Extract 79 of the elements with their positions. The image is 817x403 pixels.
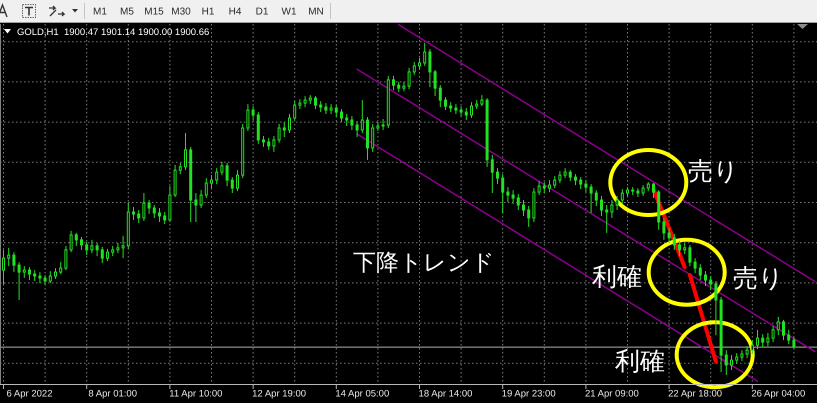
- candlestick: [184, 132, 187, 171]
- candlestick: [434, 69, 437, 97]
- text: H4: [228, 6, 242, 18]
- x-tick-label: 8 Apr 01:00: [88, 388, 138, 400]
- x-tick-label: 21 Apr 09:00: [584, 388, 639, 400]
- x-tick-label: 18 Apr 14:00: [418, 388, 472, 400]
- candlestick: [590, 184, 593, 214]
- candlestick: [122, 235, 125, 259]
- candlestick: [496, 168, 499, 185]
- candlestick: [18, 262, 21, 300]
- candlestick: [428, 48, 432, 88]
- candlestick: [142, 192, 146, 222]
- candlestick: [724, 350, 728, 376]
- text: M30: [171, 6, 192, 18]
- text: M1: [93, 6, 108, 18]
- candlestick: [90, 239, 94, 254]
- candlestick: [766, 332, 770, 347]
- candlestick: [158, 208, 161, 222]
- candlestick: [527, 206, 530, 228]
- candlestick: [506, 186, 510, 203]
- text: MN: [308, 6, 324, 18]
- candlestick: [423, 42, 426, 66]
- candlestick: [96, 242, 99, 257]
- candlestick: [787, 329, 790, 345]
- text: D1: [256, 6, 269, 18]
- candlestick: [126, 202, 130, 250]
- candlestick: [22, 266, 26, 279]
- candlestick: [356, 120, 359, 138]
- text: H1: [202, 6, 215, 18]
- candlestick: [720, 296, 723, 373]
- x-tick-label: 12 Apr 19:00: [252, 388, 306, 400]
- candlestick: [2, 249, 5, 286]
- candlestick: [600, 196, 603, 216]
- candlestick: [189, 146, 192, 222]
- chart-title: GOLD,H1 1900.47 1901.14 1900.00 1900.66: [17, 27, 210, 38]
- candlestick: [678, 240, 681, 257]
- x-tick-label: 14 Apr 05:00: [335, 388, 390, 400]
- candlestick: [438, 84, 442, 108]
- candlestick: [662, 217, 666, 240]
- candlestick: [490, 154, 494, 194]
- candlestick: [605, 204, 608, 234]
- candlestick: [683, 242, 686, 255]
- x-tick-label: 26 Apr 04:00: [751, 388, 806, 400]
- text: M5: [120, 6, 134, 18]
- candlestick: [168, 186, 172, 222]
- text: W1: [282, 6, 297, 18]
- candlestick: [501, 174, 504, 214]
- candlestick: [345, 114, 348, 126]
- candlestick: [704, 270, 707, 287]
- candlestick: [7, 247, 10, 267]
- annotation: 下降トレンド: [353, 249, 495, 275]
- x-tick-label: 6 Apr 2022: [6, 388, 52, 400]
- candlestick: [776, 316, 780, 336]
- x-tick-label: 19 Apr 23:00: [502, 388, 556, 400]
- candlestick: [512, 190, 515, 205]
- candlestick: [610, 200, 614, 218]
- candlestick: [382, 118, 385, 130]
- candlestick: [714, 280, 718, 336]
- candlestick: [730, 354, 733, 371]
- candlestick: [709, 276, 712, 291]
- candlestick: [210, 174, 213, 189]
- annotation: 利確: [592, 263, 642, 291]
- candlestick: [366, 116, 369, 160]
- candlestick: [272, 135, 276, 152]
- text: M15: [144, 6, 164, 18]
- candlestick: [668, 227, 671, 244]
- x-tick-label: 11 Apr 10:00: [169, 388, 222, 400]
- candlestick: [282, 122, 286, 138]
- candlestick: [12, 252, 16, 273]
- annotation: 利確: [615, 348, 665, 376]
- candlestick: [360, 100, 364, 134]
- candlestick: [194, 192, 198, 222]
- candlestick: [522, 200, 525, 216]
- candlestick: [657, 190, 660, 230]
- x-tick-label: 22 Apr 18:00: [668, 388, 722, 400]
- annotation: 売り: [733, 264, 784, 292]
- annotation: 売り: [688, 158, 739, 186]
- candlestick: [132, 206, 135, 220]
- candlestick: [756, 329, 759, 350]
